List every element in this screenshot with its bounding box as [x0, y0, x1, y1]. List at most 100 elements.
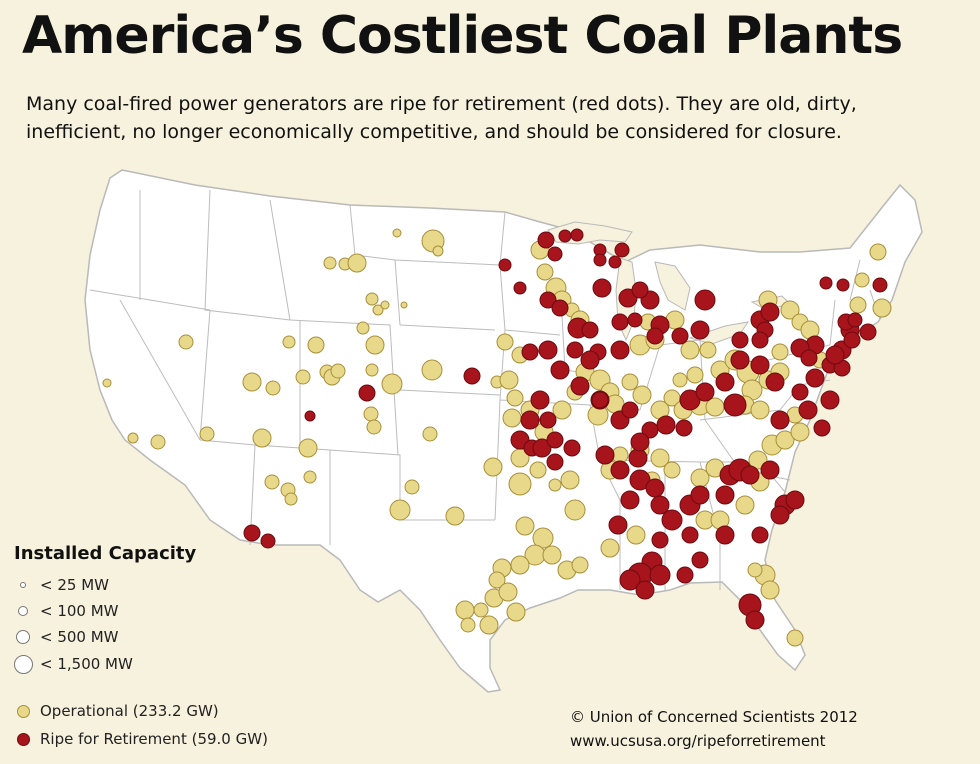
retirement-plant-dot — [730, 350, 750, 370]
retirement-plant-dot — [521, 343, 539, 361]
operational-plant-dot — [571, 556, 589, 574]
legend-size-label: < 1,500 MW — [40, 655, 133, 673]
legend-category-row: Ripe for Retirement (59.0 GW) — [12, 728, 268, 750]
operational-plant-dot — [150, 434, 166, 450]
retirement-plant-dot — [570, 228, 584, 242]
retirement-plant-dot — [260, 533, 276, 549]
legend-size-label: < 500 MW — [40, 628, 119, 646]
operational-plant-dot — [632, 385, 652, 405]
retirement-plant-dot — [791, 383, 809, 401]
retirement-plant-dot — [770, 410, 790, 430]
retirement-plant-dot — [872, 277, 888, 293]
retirement-plant-dot — [750, 355, 770, 375]
retirement-plant-dot — [593, 253, 607, 267]
retirement-plant-dot — [694, 289, 716, 311]
retirement-plant-dot — [550, 360, 570, 380]
legend-category-label: Ripe for Retirement (59.0 GW) — [40, 730, 268, 748]
retirement-plant-dot — [558, 229, 572, 243]
size-symbol-l — [13, 654, 33, 674]
legend-size-row: < 500 MW — [12, 626, 119, 648]
retirement-plant-dot — [463, 367, 481, 385]
operational-plant-dot — [786, 629, 804, 647]
retirement-plant-dot — [695, 382, 715, 402]
retirement-plant-dot — [649, 564, 671, 586]
retirement-plant-dot — [740, 465, 760, 485]
operational-plant-dot — [854, 272, 870, 288]
retirement-plant-dot — [546, 453, 564, 471]
retirement-plant-dot — [627, 312, 643, 328]
operational-plant-dot — [252, 428, 272, 448]
operational-plant-dot — [506, 389, 524, 407]
operational-plant-dot — [699, 341, 717, 359]
operational-plant-dot — [303, 470, 317, 484]
lake-huron — [654, 261, 691, 311]
retirement-plant-dot — [539, 411, 557, 429]
operational-plant-dot — [460, 617, 476, 633]
retirement-plant-dot — [715, 485, 735, 505]
size-symbol-xs — [20, 582, 26, 588]
legend-size-row: < 100 MW — [12, 600, 119, 622]
operational-plant-dot — [479, 615, 499, 635]
operational-plant-dot — [564, 499, 586, 521]
operational-plant-dot — [422, 426, 438, 442]
retirement-plant-dot — [820, 390, 840, 410]
operational-plant-dot — [127, 432, 139, 444]
operational-plant-dot — [515, 516, 535, 536]
retirement-plant-dot — [800, 349, 818, 367]
retirement-plant-dot — [581, 321, 599, 339]
operational-plant-dot — [366, 419, 382, 435]
operational-plant-dot — [790, 422, 810, 442]
retirement-plant-dot — [570, 376, 590, 396]
operational-plant-dot — [400, 301, 408, 309]
retirement-plant-dot — [859, 323, 877, 341]
operational-plant-dot — [365, 363, 379, 377]
operational-plant-dot — [560, 470, 580, 490]
retirement-plant-dot — [805, 368, 825, 388]
operational-plant-dot — [747, 562, 763, 578]
operational-plant-dot — [496, 333, 514, 351]
operational-plant-dot — [760, 580, 780, 600]
retirement-plant-dot — [690, 320, 710, 340]
operational-plant-dot — [392, 228, 402, 238]
operational-plant-dot — [552, 400, 572, 420]
operational-plant-dot — [488, 571, 506, 589]
retirement-plant-dot — [681, 526, 699, 544]
operational-plant-dot — [445, 506, 465, 526]
retirement-plant-dot — [563, 439, 581, 457]
operational-plant-dot — [347, 253, 367, 273]
operational-plant-dot — [282, 335, 296, 349]
operational-plant-dot — [455, 600, 475, 620]
retirement-plant-dot — [785, 490, 805, 510]
operational-plant-dot — [404, 479, 420, 495]
copyright-notice: © Union of Concerned Scientists 2012 — [570, 708, 858, 726]
retirement-plant-dot — [760, 460, 780, 480]
operational-plant-dot — [498, 582, 518, 602]
retirement-plant-dot — [813, 419, 831, 437]
operational-plant-dot — [295, 369, 311, 385]
retirement-plant-dot — [651, 531, 669, 549]
retirement-plant-dot — [547, 246, 563, 262]
retirement-plant-dot — [847, 312, 863, 328]
operational-plant-dot — [363, 406, 379, 422]
operational-plant-dot — [663, 461, 681, 479]
legend-category-label: Operational (233.2 GW) — [40, 702, 219, 720]
retirement-plant-dot — [630, 432, 650, 452]
operational-plant-dot — [529, 461, 547, 479]
legend-title: Installed Capacity — [14, 543, 197, 564]
retirement-plant-dot — [661, 509, 683, 531]
retirement-plant-dot — [765, 372, 785, 392]
retirement-plant-dot — [825, 345, 845, 365]
retirement-plant-dot — [620, 490, 640, 510]
retirement-plant-dot — [608, 515, 628, 535]
retirement-plant-dot — [656, 415, 676, 435]
map-title: America’s Costliest Coal Plants — [22, 6, 903, 66]
retirement-plant-dot — [628, 448, 648, 468]
retirement-plant-dot — [619, 569, 641, 591]
retirement-plant-dot — [751, 331, 769, 349]
operational-plant-dot — [499, 370, 519, 390]
retirement-plant-dot — [610, 460, 630, 480]
retirement-plant-dot — [723, 393, 747, 417]
operational-plant-dot — [389, 499, 411, 521]
retirement-plant-dot — [843, 331, 861, 349]
operational-symbol — [16, 704, 30, 718]
